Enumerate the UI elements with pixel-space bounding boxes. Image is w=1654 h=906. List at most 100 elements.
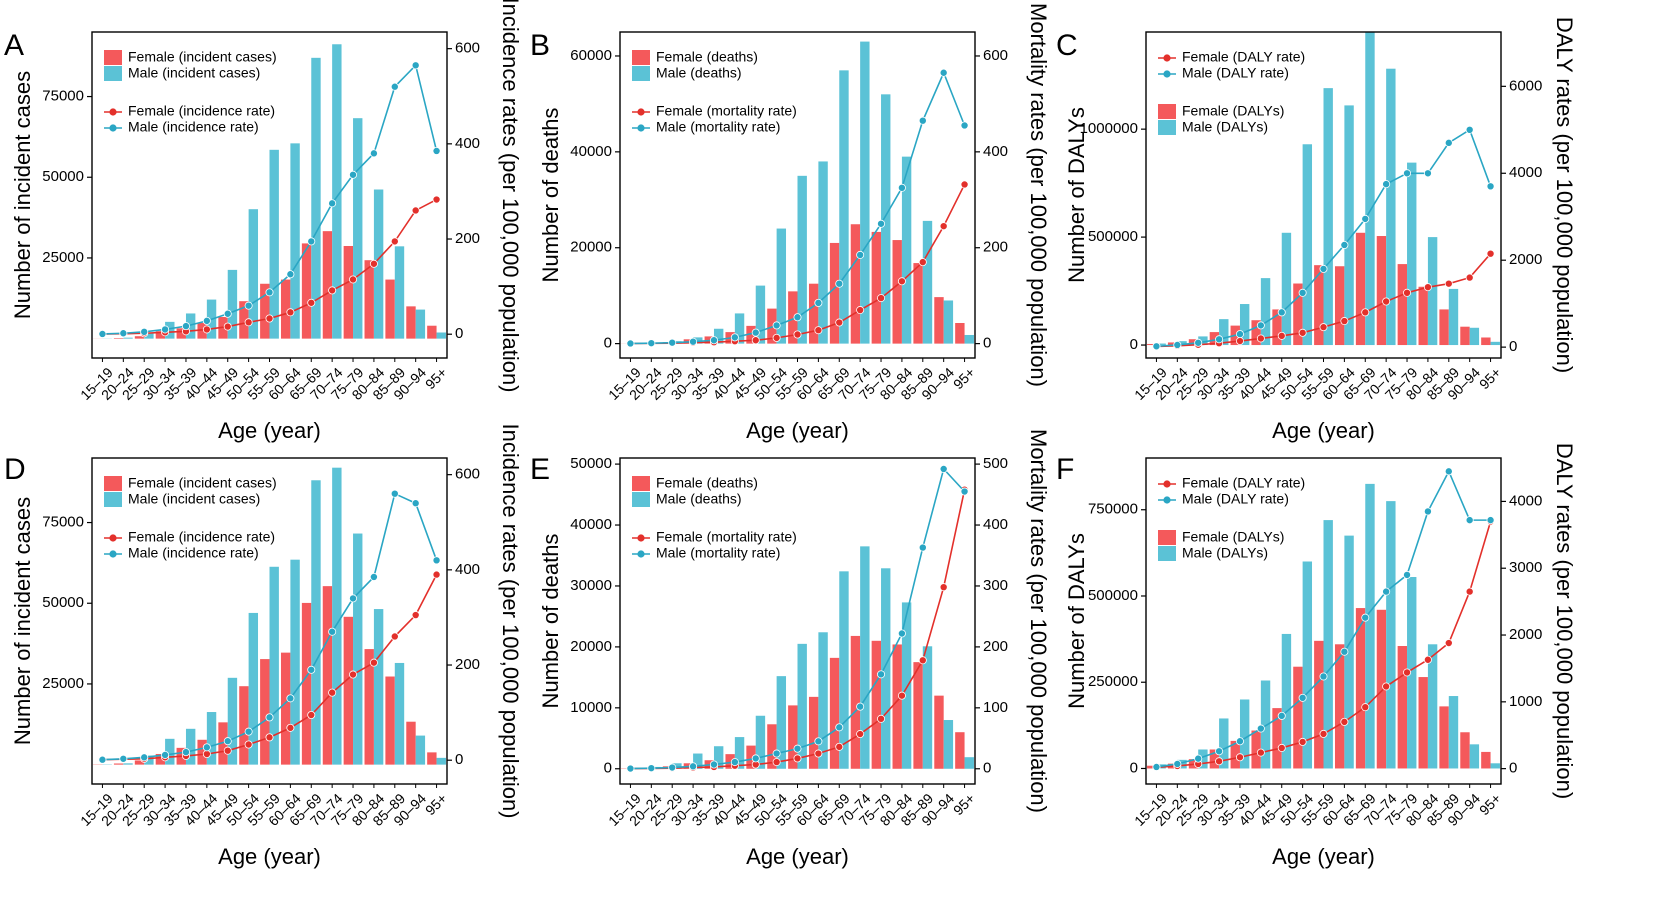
female-bar-16 (427, 325, 437, 339)
legend-swatch (1158, 546, 1176, 561)
male-rate-point-0 (626, 764, 635, 773)
male-rate-point-5 (1256, 724, 1265, 733)
male-bar-6 (227, 677, 238, 765)
female-bar-2 (1188, 339, 1199, 346)
male-bar-1 (123, 763, 133, 765)
male-rate-point-7 (1298, 288, 1307, 297)
male-bar-9 (1344, 535, 1354, 769)
male-rate-point-9 (286, 270, 295, 279)
female-rate-point-15 (1465, 587, 1474, 596)
male-rate-point-16 (960, 487, 969, 496)
female-bar-0 (1147, 765, 1157, 769)
female-bar-9 (1334, 266, 1345, 346)
x-axis-title: Age (year) (218, 418, 321, 443)
female-rate-point-6 (751, 336, 760, 345)
male-bar-10 (1365, 483, 1375, 769)
female-bar-12 (871, 640, 882, 769)
female-bar-11 (322, 586, 333, 765)
legend-label: Male (mortality rate) (656, 119, 780, 135)
left-tick-label: 750000 (1088, 501, 1138, 518)
female-bar-6 (746, 745, 756, 769)
female-rate-point-10 (1361, 308, 1370, 317)
male-rate-point-11 (328, 627, 337, 636)
left-tick-label: 1000000 (1080, 120, 1138, 137)
male-bar-13 (901, 602, 912, 769)
legend-marker (1163, 480, 1171, 488)
female-rate-point-5 (202, 750, 211, 759)
female-bar-16 (427, 752, 437, 765)
legend-label: Male (incident cases) (128, 65, 260, 81)
male-rate-point-10 (307, 665, 316, 674)
male-bar-4 (185, 728, 196, 765)
right-tick-label: 600 (455, 466, 480, 483)
female-bar-10 (1355, 608, 1366, 769)
male-bar-15 (1469, 744, 1480, 769)
male-rate-point-10 (835, 279, 844, 288)
female-rate-point-11 (328, 286, 337, 295)
female-rate-point-14 (1444, 279, 1453, 288)
male-bar-2 (1198, 749, 1208, 769)
female-bar-8 (788, 291, 798, 344)
female-bar-11 (850, 635, 861, 769)
female-bar-16 (1481, 337, 1491, 346)
male-rate-point-6 (1277, 308, 1286, 317)
female-rate-point-14 (390, 237, 399, 246)
male-rate-point-14 (390, 489, 399, 498)
female-rate-point-12 (1403, 668, 1412, 677)
male-rate-point-16 (1486, 182, 1495, 191)
female-rate-point-12 (349, 670, 358, 679)
female-bar-14 (385, 676, 395, 765)
male-rate-point-15 (411, 499, 420, 508)
male-bar-16 (964, 334, 974, 344)
male-bar-14 (394, 662, 405, 765)
legend-marker (1163, 496, 1171, 504)
male-bar-7 (248, 209, 259, 339)
legend-marker (1163, 70, 1171, 78)
male-rate-point-16 (432, 556, 441, 565)
x-tick-label: 95+ (422, 364, 450, 392)
male-bar-16 (436, 332, 446, 339)
y2-axis-title: Mortality rates (per 100,000 population) (1026, 429, 1051, 813)
panel-letter: F (1056, 453, 1074, 486)
female-rate-point-13 (897, 277, 906, 286)
right-tick-label: 0 (455, 325, 463, 342)
right-tick-label: 200 (455, 230, 480, 247)
y2-axis-title: Incidence rates (per 100,000 population) (498, 0, 523, 393)
male-bar-3 (693, 337, 703, 344)
male-rate-point-6 (223, 309, 232, 318)
right-tick-label: 200 (983, 239, 1008, 256)
left-tick-label: 0 (604, 760, 612, 777)
female-bar-7 (767, 724, 777, 769)
female-rate-point-4 (1235, 337, 1244, 346)
legend-label: Male (incident cases) (128, 491, 260, 507)
female-rate-point-10 (1361, 703, 1370, 712)
female-rate-point-16 (432, 570, 441, 579)
female-rate-point-3 (1215, 757, 1224, 766)
left-tick-label: 75000 (42, 88, 84, 105)
male-bar-1 (123, 337, 133, 339)
left-tick-label: 10000 (570, 699, 612, 716)
male-bar-7 (776, 676, 787, 769)
female-bar-10 (1355, 232, 1366, 346)
male-rate-point-13 (369, 572, 378, 581)
male-rate-point-5 (202, 316, 211, 325)
male-rate-point-11 (1382, 587, 1391, 596)
male-rate-point-0 (98, 755, 107, 764)
female-bar-7 (1293, 283, 1303, 346)
female-rate-point-5 (1256, 334, 1265, 343)
male-bar-14 (922, 646, 933, 769)
panel-letter: E (530, 453, 550, 486)
female-bar-1 (113, 338, 124, 339)
male-bar-2 (672, 763, 682, 769)
female-bar-7 (239, 301, 249, 339)
male-rate-point-2 (140, 327, 149, 336)
female-rate-point-7 (772, 758, 781, 767)
left-tick-label: 30000 (570, 577, 612, 594)
male-rate-point-4 (1235, 737, 1244, 746)
female-rate-point-8 (793, 330, 802, 339)
male-rate-point-4 (181, 322, 190, 331)
legend-label: Male (deaths) (656, 491, 742, 507)
left-tick-label: 25000 (42, 249, 84, 266)
female-bar-10 (301, 602, 312, 765)
legend-label: Male (DALYs) (1182, 545, 1268, 561)
